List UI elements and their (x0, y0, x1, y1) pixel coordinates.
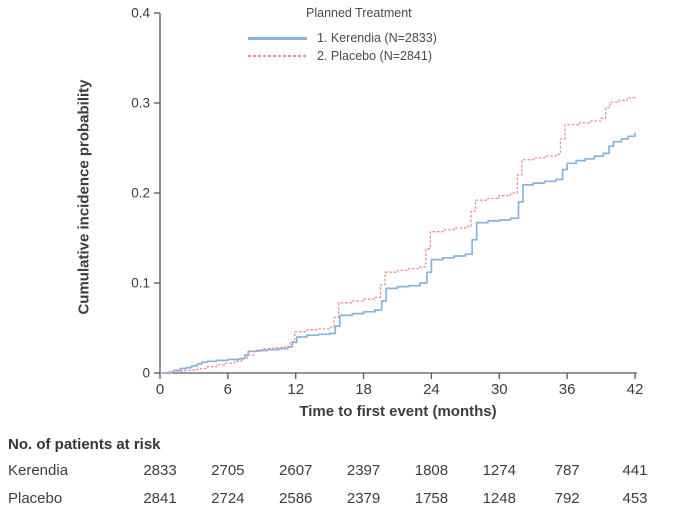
legend: Planned Treatment 1. Kerendia (N=2833) 2… (248, 6, 437, 65)
at-risk-count: 441 (622, 462, 648, 479)
curve-placebo (160, 95, 636, 374)
legend-item-placebo: 2. Placebo (N=2841) (248, 47, 437, 65)
at-risk-row-kerendia: Kerendia 2833 2705 2607 2397 1808 1274 787 441 (0, 462, 680, 481)
legend-item-label: 2. Placebo (N=2841) (317, 49, 433, 63)
y-tick-label: 0.1 (131, 276, 150, 291)
x-tick-label: 42 (627, 381, 644, 398)
at-risk-heading: No. of patients at risk (8, 436, 161, 453)
x-tick-label: 6 (224, 381, 232, 398)
x-tick-label: 0 (156, 381, 164, 398)
x-tick-label: 18 (355, 381, 372, 398)
x-tick-label: 30 (491, 381, 508, 398)
at-risk-count: 2607 (279, 462, 313, 479)
legend-item-label: 1. Kerendia (N=2833) (317, 31, 437, 45)
y-tick-label: 0 (142, 366, 150, 381)
at-risk-count: 2705 (211, 462, 245, 479)
at-risk-count: 453 (622, 490, 648, 507)
x-tick-label: 24 (423, 381, 440, 398)
at-risk-count: 2841 (143, 490, 177, 507)
at-risk-count: 2397 (346, 462, 381, 479)
at-risk-count: 2586 (279, 490, 313, 507)
x-axis-title: Time to first event (months) (299, 403, 497, 420)
at-risk-count: 1808 (414, 462, 449, 479)
at-risk-count: 2724 (211, 490, 245, 507)
legend-item-kerendia: 1. Kerendia (N=2833) (248, 29, 437, 47)
curve-kerendia (160, 132, 636, 374)
kerendia-line-icon (248, 36, 307, 40)
x-tick-label: 36 (559, 381, 576, 398)
at-risk-count: 792 (554, 490, 580, 507)
placebo-line-icon (248, 55, 307, 57)
x-tick-label: 12 (287, 381, 304, 398)
at-risk-row-placebo: Placebo 2841 2724 2586 2379 1758 1248 792 453 (0, 490, 680, 509)
legend-title: Planned Treatment (306, 6, 412, 20)
y-axis-title: Cumulative incidence probability (75, 79, 93, 315)
y-tick-label: 0.3 (131, 96, 150, 111)
at-risk-row-label: Placebo (8, 490, 63, 507)
y-tick-label: 0.2 (131, 186, 150, 201)
at-risk-count: 1248 (482, 490, 516, 507)
chart-canvas: 0 6 12 18 24 30 36 42 0 0.1 0.2 0.3 0.4 (131, 6, 644, 399)
at-risk-count: 2833 (143, 462, 177, 479)
y-tick-label: 0.4 (131, 6, 150, 21)
at-risk-count: 1758 (414, 490, 449, 507)
at-risk-count: 2379 (346, 490, 381, 507)
at-risk-count: 1274 (482, 462, 516, 479)
at-risk-row-label: Kerendia (8, 462, 69, 479)
at-risk-count: 787 (554, 462, 580, 479)
